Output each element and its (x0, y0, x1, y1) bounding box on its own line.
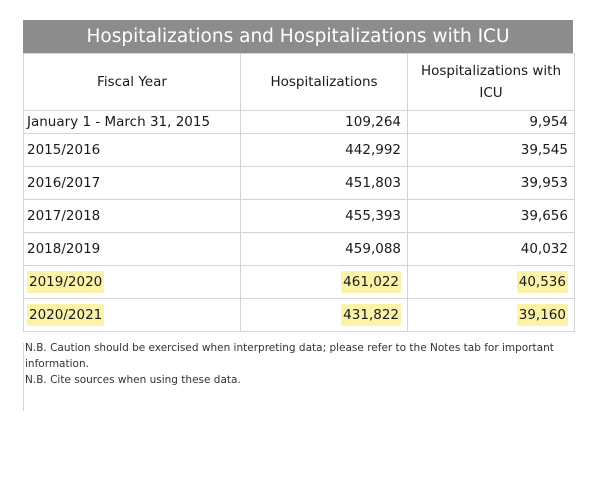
table-row-highlighted: 2020/2021 431,822 39,160 (23, 298, 575, 332)
period-text: 2018/2019 (27, 241, 101, 257)
cell-icu: 39,545 (407, 133, 575, 167)
hospitalizations-value: 109,264 (345, 114, 401, 130)
table-row: 2017/2018 455,393 39,656 (23, 199, 575, 233)
hospitalizations-value: 459,088 (345, 241, 401, 257)
cell-period: January 1 - March 31, 2015 (23, 110, 241, 134)
cell-period: 2017/2018 (23, 199, 241, 233)
icu-value: 40,032 (520, 241, 568, 257)
period-text-highlighted: 2019/2020 (27, 271, 105, 293)
period-text: 2015/2016 (27, 142, 101, 158)
icu-value: 39,656 (520, 208, 568, 224)
hospitalizations-value-highlighted: 461,022 (341, 271, 401, 293)
table-row: 2015/2016 442,992 39,545 (23, 133, 575, 167)
cell-period: 2019/2020 (23, 265, 241, 299)
header-hospitalizations: Hospitalizations (240, 53, 408, 111)
period-text: 2016/2017 (27, 175, 101, 191)
cell-hospitalizations: 451,803 (240, 166, 408, 200)
header-hospitalizations-icu: Hospitalizations with ICU (407, 53, 575, 111)
notes-section: N.B. Caution should be exercised when in… (23, 332, 565, 388)
notes-left-rule (23, 343, 24, 411)
table-row: 2018/2019 459,088 40,032 (23, 232, 575, 266)
header-row: Fiscal Year Hospitalizations Hospitaliza… (23, 53, 575, 111)
cell-icu: 9,954 (407, 110, 575, 134)
icu-value: 39,545 (520, 142, 568, 158)
data-table-panel: Hospitalizations and Hospitalizations wi… (23, 20, 575, 388)
cell-icu: 40,032 (407, 232, 575, 266)
icu-value: 9,954 (529, 114, 568, 130)
hospitalizations-value-highlighted: 431,822 (341, 304, 401, 326)
table-row: January 1 - March 31, 2015 109,264 9,954 (23, 110, 575, 134)
table-title: Hospitalizations and Hospitalizations wi… (23, 20, 573, 53)
cell-icu: 39,656 (407, 199, 575, 233)
cell-hospitalizations: 455,393 (240, 199, 408, 233)
note-cite-sources: N.B. Cite sources when using these data. (25, 374, 241, 386)
cell-period: 2018/2019 (23, 232, 241, 266)
cell-hospitalizations: 431,822 (240, 298, 408, 332)
icu-value-highlighted: 40,536 (516, 271, 568, 293)
header-fiscal-year: Fiscal Year (23, 53, 241, 111)
cell-period: 2020/2021 (23, 298, 241, 332)
period-text-highlighted: 2020/2021 (27, 304, 105, 326)
period-text: January 1 - March 31, 2015 (27, 114, 211, 130)
cell-hospitalizations: 459,088 (240, 232, 408, 266)
hospitalizations-table: Fiscal Year Hospitalizations Hospitaliza… (23, 53, 575, 332)
table-row-highlighted: 2019/2020 461,022 40,536 (23, 265, 575, 299)
cell-hospitalizations: 109,264 (240, 110, 408, 134)
cell-icu: 39,160 (407, 298, 575, 332)
hospitalizations-value: 442,992 (345, 142, 401, 158)
cell-icu: 39,953 (407, 166, 575, 200)
hospitalizations-value: 451,803 (345, 175, 401, 191)
icu-value: 39,953 (520, 175, 568, 191)
cell-hospitalizations: 442,992 (240, 133, 408, 167)
cell-period: 2015/2016 (23, 133, 241, 167)
note-caution: N.B. Caution should be exercised when in… (25, 342, 554, 370)
hospitalizations-value: 455,393 (345, 208, 401, 224)
period-text: 2017/2018 (27, 208, 101, 224)
cell-icu: 40,536 (407, 265, 575, 299)
icu-value-highlighted: 39,160 (516, 304, 568, 326)
cell-hospitalizations: 461,022 (240, 265, 408, 299)
cell-period: 2016/2017 (23, 166, 241, 200)
table-row: 2016/2017 451,803 39,953 (23, 166, 575, 200)
